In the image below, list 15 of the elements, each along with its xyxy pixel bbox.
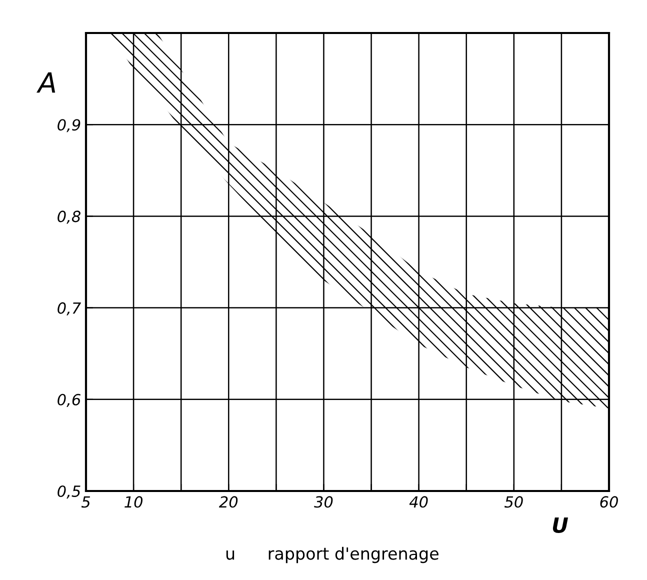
y-tick-label: 0,5 [58,485,80,499]
x-tick-label: 30 [314,496,333,508]
x-axis-title: U [552,518,568,534]
y-tick-label: 0,7 [58,302,81,316]
x-tick-label: 10 [124,496,142,508]
x-tick-label: 40 [409,496,428,508]
x-tick-label: 60 [600,496,618,508]
y-tick-label: 0,9 [58,119,80,132]
y-axis-title: A [36,72,56,93]
x-tick-label: 20 [218,496,238,508]
text: u rapport d'engrenage [226,546,438,564]
y-tick-label: 0,8 [58,210,80,224]
x-tick-label: 5 [81,496,90,508]
y-tick-label: 0,6 [58,394,80,407]
x-tick-label: 50 [504,496,523,508]
